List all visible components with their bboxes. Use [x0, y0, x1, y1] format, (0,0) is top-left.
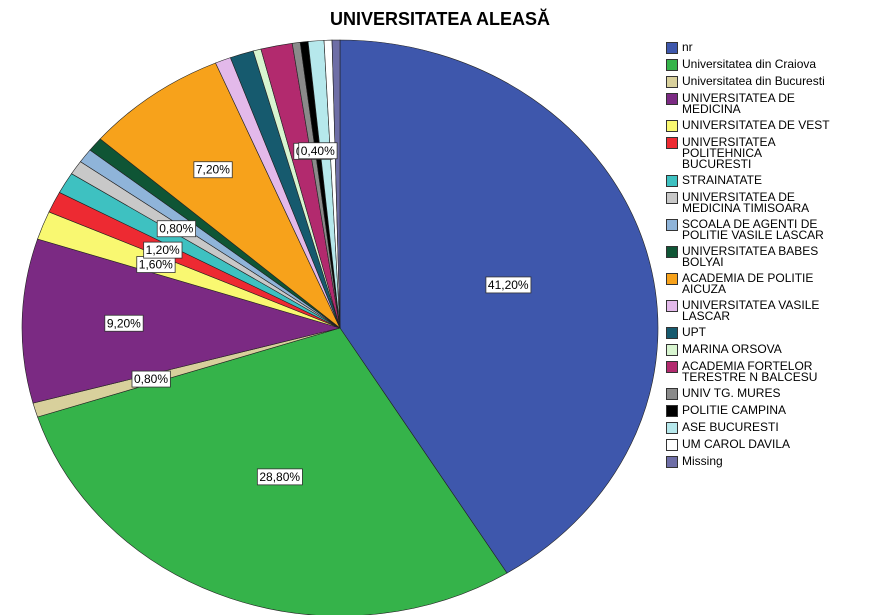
label-box [298, 142, 338, 160]
label-text: 41,20% [488, 278, 529, 292]
legend-item: UPT [666, 325, 866, 339]
label-box [143, 241, 183, 259]
data-label: 0,80% [131, 370, 171, 388]
legend-swatch [666, 405, 678, 417]
legend-swatch [666, 93, 678, 105]
label-text: 9,20% [107, 316, 141, 330]
legend-swatch [666, 246, 678, 258]
label-text: 7,20% [196, 163, 230, 177]
label-box [193, 161, 233, 179]
legend-label: STRAINATATE [682, 173, 763, 187]
legend-label: POLITIE CAMPINA [682, 403, 787, 417]
legend-item: UNIVERSITATEA BABES BOLYAI [666, 244, 866, 269]
legend-label: Universitatea din Craiova [682, 57, 817, 71]
legend-item: UNIVERSITATEA DE MEDICINA [666, 91, 866, 116]
data-label: 7,20% [193, 161, 233, 179]
pie-slice [339, 39, 659, 574]
label-text: 1,20% [146, 243, 180, 257]
legend-item: STRAINATATE [666, 173, 866, 187]
pie-slice [99, 62, 341, 329]
legend-item: MARINA ORSOVA [666, 342, 866, 356]
label-box [131, 370, 171, 388]
legend-item: UNIVERSITATEA POLITEHNICA BUCURESTI [666, 135, 866, 171]
legend-label: UPT [682, 325, 706, 339]
legend-item: UNIVERSITATEA DE VEST [666, 118, 866, 132]
legend-swatch [666, 219, 678, 231]
legend-label: UNIVERSITATEA BABES BOLYAI [682, 244, 819, 269]
legend-item: UNIVERSITATEA VASILE LASCAR [666, 298, 866, 323]
legend-label: UNIV TG. MURES [682, 386, 781, 400]
data-label: 1,60% [136, 256, 176, 273]
legend-swatch [666, 344, 678, 356]
legend-label: UNIVERSITATEA DE MEDICINA TIMISOARA [682, 190, 810, 215]
legend-label: ACADEMIA DE POLITIE AICUZA [682, 271, 814, 296]
legend-swatch [666, 59, 678, 71]
legend-label: UM CAROL DAVILA [682, 437, 791, 451]
data-label: 0,40% [298, 142, 338, 160]
legend-label: ACADEMIA FORTELOR TERESTRE N BALCESU [682, 359, 818, 384]
legend-item: Universitatea din Craiova [666, 57, 866, 71]
legend-item: ASE BUCURESTI [666, 420, 866, 434]
legend-swatch [666, 175, 678, 187]
legend-item: POLITIE CAMPINA [666, 403, 866, 417]
label-box [485, 276, 532, 294]
legend-swatch [666, 42, 678, 54]
legend-label: UNIVERSITATEA DE VEST [682, 118, 830, 132]
legend-label: ASE BUCURESTI [682, 420, 779, 434]
label-box [104, 314, 144, 332]
data-label: 9,20% [104, 314, 144, 332]
label-text: 1,60% [139, 258, 173, 272]
data-label: 1,20% [143, 241, 183, 259]
legend-label: Universitatea din Bucuresti [682, 74, 825, 88]
label-box [256, 468, 303, 486]
legend-label: SCOALA DE AGENTI DE POLITIE VASILE LASCA… [682, 217, 824, 242]
legend-label: Missing [682, 454, 723, 468]
label-box [156, 220, 196, 238]
legend-label: UNIVERSITATEA POLITEHNICA BUCURESTI [682, 135, 775, 171]
legend-label: MARINA ORSOVA [682, 342, 782, 356]
legend-item: UNIVERSITATEA DE MEDICINA TIMISOARA [666, 190, 866, 215]
legend-swatch [666, 120, 678, 132]
legend-item: Universitatea din Bucuresti [666, 74, 866, 88]
data-label: 41,20% [485, 276, 532, 294]
legend-item: Missing [666, 454, 866, 468]
data-label: 28,80% [256, 468, 303, 486]
label-text: 0,80% [134, 372, 168, 386]
legend-swatch [666, 422, 678, 434]
legend-swatch [666, 327, 678, 339]
legend-label: UNIVERSITATEA VASILE LASCAR [682, 298, 820, 323]
legend: nr Universitatea din Craiova Universitatea… [666, 40, 866, 473]
label-text: 28,80% [259, 470, 300, 484]
data-label: 0,80% [156, 220, 196, 238]
legend-swatch [666, 361, 678, 373]
legend-item: UNIV TG. MURES [666, 386, 866, 400]
label-text: 0,80% [159, 222, 193, 236]
chart-title: UNIVERSITATEA ALEASĂ [330, 8, 550, 29]
legend-item: SCOALA DE AGENTI DE POLITIE VASILE LASCA… [666, 217, 866, 242]
legend-item: nr [666, 40, 866, 54]
label-text: 0,40% [301, 144, 335, 158]
legend-swatch [666, 300, 678, 312]
pie-slice [331, 39, 341, 329]
legend-item: ACADEMIA FORTELOR TERESTRE N BALCESU [666, 359, 866, 384]
legend-swatch [666, 137, 678, 149]
legend-item: UM CAROL DAVILA [666, 437, 866, 451]
legend-label: UNIVERSITATEA DE MEDICINA [682, 91, 795, 116]
legend-swatch [666, 439, 678, 451]
legend-swatch [666, 388, 678, 400]
legend-swatch [666, 273, 678, 285]
legend-swatch [666, 456, 678, 468]
legend-swatch [666, 76, 678, 88]
legend-label: nr [682, 40, 693, 54]
legend-item: ACADEMIA DE POLITIE AICUZA [666, 271, 866, 296]
pie-slice [21, 238, 342, 404]
legend-swatch [666, 192, 678, 204]
